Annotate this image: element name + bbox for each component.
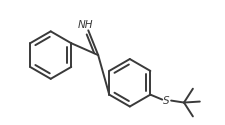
Text: S: S <box>162 96 169 106</box>
Text: NH: NH <box>77 20 93 30</box>
